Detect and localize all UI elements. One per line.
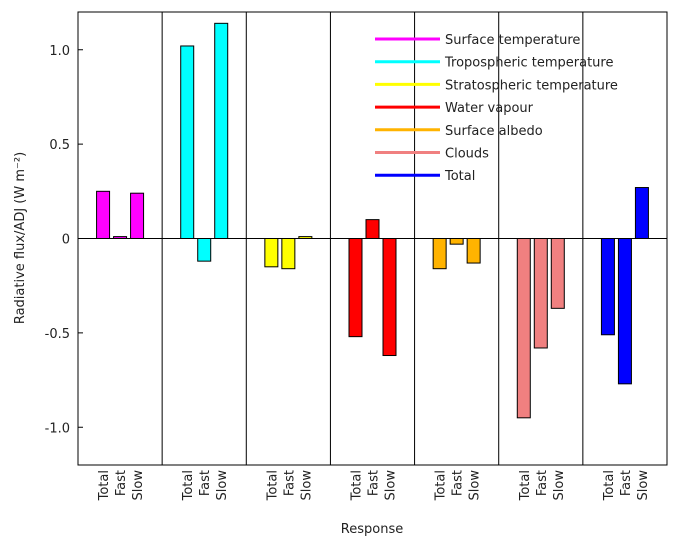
x-tick-label: Slow [468,470,483,501]
bar [449,238,464,245]
bar [281,238,296,270]
y-axis-label: Radiative flux/ADJ (W m⁻²) [13,152,28,324]
bar [382,238,397,357]
bar [197,238,212,262]
bar [348,238,363,338]
y-tick-label: -0.5 [45,327,70,342]
bar [130,192,145,239]
bar [264,238,279,268]
bar [432,238,447,270]
x-tick-label: Fast [451,470,466,496]
legend-label: Surface temperature [445,33,580,48]
bar [617,238,632,385]
bar [214,22,229,240]
x-tick-label: Fast [619,470,634,496]
x-tick-label: Slow [636,470,651,501]
x-tick-label: Total [181,470,196,501]
x-tick-label: Slow [299,470,314,501]
bar [466,238,481,264]
legend-label: Water vapour [445,101,534,116]
x-tick-label: Total [265,470,280,501]
bar [298,236,313,240]
bar [600,238,615,336]
x-tick-label: Fast [367,470,382,496]
y-tick-label: -1.0 [45,421,70,436]
x-tick-label: Fast [282,470,297,496]
bar [365,219,380,239]
bar [533,238,548,349]
x-axis-label: Response [341,522,403,537]
x-tick-label: Fast [114,470,129,496]
x-tick-label: Total [350,470,365,501]
x-tick-label: Slow [215,470,230,501]
x-tick-label: Total [518,470,533,501]
y-tick-label: 1.0 [49,44,70,59]
x-tick-label: Slow [384,470,399,501]
legend-label: Surface albedo [445,124,543,139]
legend-label: Stratospheric temperature [445,78,618,93]
legend-label: Tropospheric temperature [444,56,613,71]
x-tick-label: Slow [131,470,146,501]
bar [550,238,565,309]
bar [96,190,111,239]
x-tick-label: Total [97,470,112,501]
x-tick-label: Total [434,470,449,501]
x-tick-label: Fast [198,470,213,496]
y-tick-label: 0 [62,233,70,248]
bar [634,187,649,240]
x-tick-label: Total [602,470,617,501]
y-tick-label: 0.5 [49,138,70,153]
legend-label: Clouds [445,147,489,162]
bar [113,236,128,240]
x-tick-label: Fast [535,470,550,496]
legend-label: Total [444,169,475,184]
x-tick-label: Slow [552,470,567,501]
bar [516,238,531,419]
bar [180,45,195,239]
